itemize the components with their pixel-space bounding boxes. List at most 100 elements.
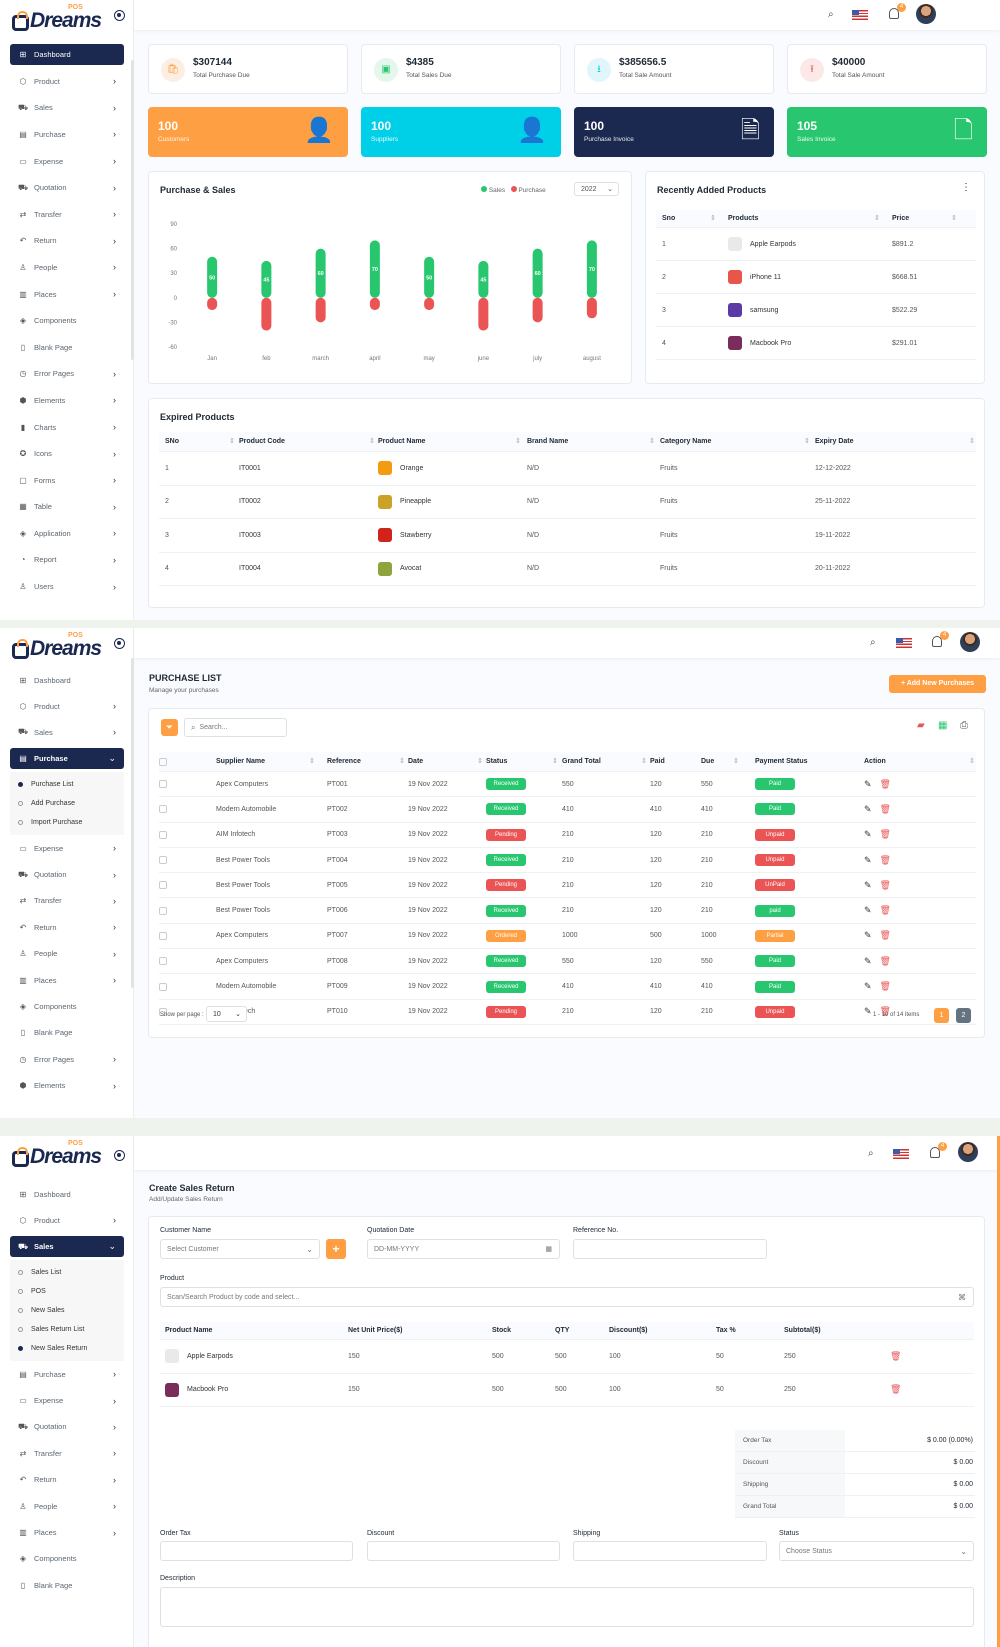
table-row[interactable]: 4 Macbook Pro $291.01 xyxy=(656,327,976,360)
sort-icon[interactable]: ⇕ xyxy=(399,758,405,765)
table-row[interactable]: 1 IT0001 Orange N/D Fruits 12-12-2022 xyxy=(159,452,976,486)
logo[interactable]: POS Dreams xyxy=(10,632,120,662)
trash-icon[interactable]: 🗑 xyxy=(879,778,891,789)
submenu-item-sales-return-list[interactable]: Sales Return List xyxy=(10,1320,124,1339)
shipping-input[interactable] xyxy=(573,1541,767,1561)
trash-icon[interactable]: 🗑 xyxy=(879,803,891,814)
logo[interactable]: POS Dreams xyxy=(10,1140,120,1170)
per-page-select[interactable]: 10 ⌄ xyxy=(206,1006,247,1022)
table-row[interactable]: 3 samsung $522.29 xyxy=(656,294,976,327)
sales-bar[interactable] xyxy=(586,240,597,298)
sort-icon[interactable]: ⇕ xyxy=(804,438,810,445)
filter-icon[interactable]: ⏷ xyxy=(161,719,178,736)
sidebar-item-purchase[interactable]: ▤ Purchase › xyxy=(10,1361,124,1387)
column-header[interactable]: Category Name xyxy=(660,438,712,445)
purchase-bar[interactable] xyxy=(207,297,218,311)
sidebar-item-expense[interactable]: ▭ Expense › xyxy=(10,835,124,861)
excel-icon[interactable]: ▦ xyxy=(938,720,948,731)
sidebar-item-expense[interactable]: ▭ Expense › xyxy=(10,1387,124,1413)
sidebar-item-components[interactable]: ◈ Components xyxy=(10,1546,124,1572)
column-header[interactable]: Product Name xyxy=(378,438,426,445)
count-widget[interactable]: 105 Sales Invoice 🗋 xyxy=(787,107,987,157)
sidebar-item-product[interactable]: ⬡ Product › xyxy=(10,1207,124,1233)
row-checkbox[interactable] xyxy=(159,830,167,839)
row-checkbox[interactable] xyxy=(159,931,167,940)
sidebar-item-elements[interactable]: ⬢ Elements › xyxy=(10,387,124,414)
description-textarea[interactable] xyxy=(160,1587,974,1627)
submenu-item-new-sales[interactable]: New Sales xyxy=(10,1301,124,1320)
sidebar-item-error-pages[interactable]: ◷ Error Pages › xyxy=(10,361,124,388)
column-header[interactable]: Paid xyxy=(650,758,665,765)
column-header[interactable] xyxy=(159,752,167,771)
column-header[interactable]: QTY xyxy=(555,1327,570,1334)
table-row[interactable]: 2 iPhone 11 $668.51 xyxy=(656,261,976,294)
add-purchase-button[interactable]: + Add New Purchases xyxy=(889,675,986,693)
order-tax-input[interactable] xyxy=(160,1541,353,1561)
column-header[interactable]: Products xyxy=(728,215,759,222)
select-all-checkbox[interactable] xyxy=(159,757,167,766)
column-header[interactable]: Action xyxy=(864,758,886,765)
edit-icon[interactable]: ✎ xyxy=(864,905,872,916)
page-scrollbar[interactable] xyxy=(997,1136,1000,1647)
us-flag-icon[interactable] xyxy=(852,10,868,20)
trash-icon[interactable]: 🗑 xyxy=(879,1006,891,1017)
column-header[interactable]: Stock xyxy=(492,1327,512,1334)
column-header[interactable]: Product Name xyxy=(165,1327,213,1334)
table-row[interactable]: Best Power Tools PT004 19 Nov 2022 Received… xyxy=(159,848,976,874)
sidebar-toggle-icon[interactable] xyxy=(114,10,125,21)
sidebar-item-blank-page[interactable]: ▯ Blank Page xyxy=(10,1572,124,1598)
sidebar-item-error-pages[interactable]: ◷ Error Pages › xyxy=(10,1046,124,1072)
avatar[interactable] xyxy=(958,1142,978,1162)
discount-input[interactable] xyxy=(367,1541,560,1561)
table-row[interactable]: Apex Computers PT001 19 Nov 2022 Received 55… xyxy=(159,772,976,798)
sidebar-item-product[interactable]: ⬡ Product › xyxy=(10,68,124,95)
sidebar-item-people[interactable]: ♙ People › xyxy=(10,1493,124,1519)
avatar[interactable] xyxy=(916,4,936,24)
column-header[interactable]: Product Code xyxy=(239,438,285,445)
column-header[interactable]: Subtotal($) xyxy=(784,1327,821,1334)
row-checkbox[interactable] xyxy=(159,982,167,991)
column-header[interactable]: Reference xyxy=(327,758,361,765)
add-customer-button[interactable]: + xyxy=(326,1239,346,1259)
column-header[interactable]: Expiry Date xyxy=(815,438,854,445)
table-row[interactable]: 4 IT0004 Avocat N/D Fruits 20-11-2022 xyxy=(159,553,976,586)
sidebar-item-sales[interactable]: ⛟ Sales › xyxy=(10,719,124,745)
search-icon[interactable]: ⌕ xyxy=(828,9,834,20)
column-header[interactable]: Date xyxy=(408,758,424,765)
count-widget[interactable]: 100 Customers 👤 xyxy=(148,107,348,157)
logo[interactable]: POS Dreams xyxy=(10,4,120,34)
column-header[interactable]: Discount($) xyxy=(609,1327,648,1334)
sort-icon[interactable]: ⇕ xyxy=(515,438,521,445)
edit-icon[interactable]: ✎ xyxy=(864,854,872,865)
trash-icon[interactable]: 🗑 xyxy=(879,981,891,992)
sort-icon[interactable]: ⇕ xyxy=(733,758,739,765)
column-header[interactable]: Payment Status xyxy=(755,758,808,765)
sidebar-item-blank-page[interactable]: ▯ Blank Page xyxy=(10,1020,124,1046)
sidebar-item-dashboard[interactable]: ⊞ Dashboard xyxy=(10,44,124,65)
search-icon[interactable]: ⌕ xyxy=(870,637,876,648)
search-icon[interactable]: ⌕ xyxy=(868,1148,874,1159)
pdf-icon[interactable]: ▰ xyxy=(917,720,925,731)
edit-icon[interactable]: ✎ xyxy=(864,778,872,789)
more-vertical-icon[interactable]: ⋮ xyxy=(961,182,971,193)
sort-icon[interactable]: ⇕ xyxy=(649,438,655,445)
submenu-item-add-purchase[interactable]: Add Purchase xyxy=(10,794,124,813)
sort-icon[interactable]: ⇕ xyxy=(369,438,375,445)
sort-icon[interactable]: ⇕ xyxy=(477,758,483,765)
bell-icon[interactable]: 4 xyxy=(932,631,949,647)
sales-bar[interactable] xyxy=(315,248,326,298)
submenu-item-pos[interactable]: POS xyxy=(10,1282,124,1301)
table-row[interactable]: Modern Automobile PT009 19 Nov 2022 Receive… xyxy=(159,974,976,1000)
edit-icon[interactable]: ✎ xyxy=(864,803,872,814)
table-row[interactable]: 3 IT0003 Stawberry N/D Fruits 19-11-2022 xyxy=(159,519,976,553)
row-checkbox[interactable] xyxy=(159,957,167,966)
trash-icon[interactable]: 🗑 xyxy=(879,854,891,865)
sales-bar[interactable] xyxy=(369,240,380,298)
submenu-item-sales-list[interactable]: Sales List xyxy=(10,1263,124,1282)
table-row[interactable]: Apex Computers PT007 19 Nov 2022 Ordered 100… xyxy=(159,924,976,950)
purchase-bar[interactable] xyxy=(586,297,597,319)
sidebar-scrollbar[interactable] xyxy=(131,60,134,360)
row-checkbox[interactable] xyxy=(159,805,167,814)
sidebar-item-components[interactable]: ◈ Components xyxy=(10,307,124,334)
sales-bar[interactable] xyxy=(424,256,435,298)
